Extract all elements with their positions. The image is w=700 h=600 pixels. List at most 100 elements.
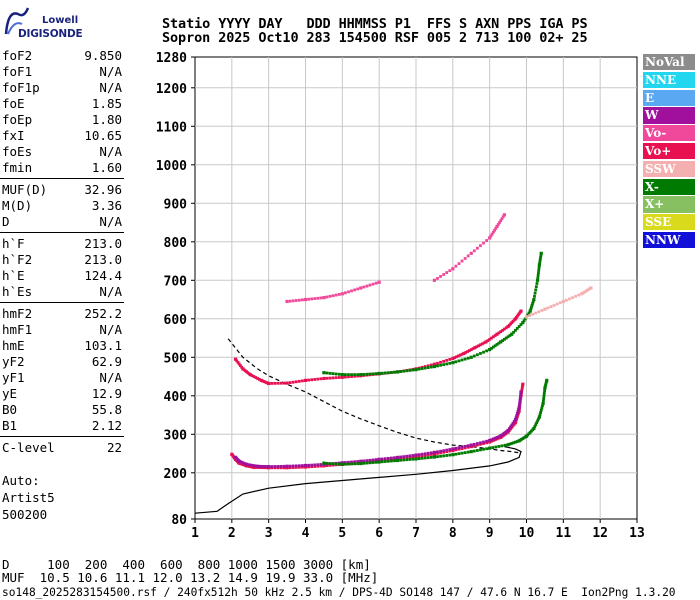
echo-trace	[537, 271, 540, 274]
echo-trace	[307, 463, 310, 467]
echo-trace	[442, 449, 446, 453]
echo-point	[535, 278, 540, 282]
echo-trace	[534, 285, 538, 289]
echo-trace	[347, 375, 350, 379]
x-tick-label: 1	[191, 526, 199, 541]
echo-trace	[495, 437, 499, 441]
echo-trace	[261, 465, 265, 468]
parameter-value: N/A	[99, 80, 122, 95]
echo-trace	[383, 457, 387, 461]
echo-trace	[494, 445, 498, 449]
echo-point	[432, 450, 437, 454]
echo-trace	[390, 456, 393, 460]
echo-point	[303, 463, 308, 468]
echo-point	[248, 373, 252, 377]
echo-point	[340, 375, 344, 379]
echo-trace	[408, 456, 412, 459]
echo-point	[469, 443, 473, 447]
echo-point	[414, 453, 418, 457]
echo-trace	[270, 465, 274, 468]
echo-trace	[448, 358, 452, 361]
echo-point	[484, 340, 488, 344]
echo-trace	[504, 326, 508, 330]
echo-trace	[516, 410, 520, 413]
echo-trace	[518, 403, 521, 407]
echo-trace	[482, 241, 485, 245]
echo-trace	[297, 464, 301, 468]
echo-trace	[497, 341, 501, 345]
echo-trace	[456, 354, 460, 358]
parameter-name: foF1	[2, 64, 33, 79]
echo-trace	[479, 448, 482, 452]
echo-trace	[454, 360, 458, 364]
echo-point	[495, 224, 499, 228]
echo-trace	[294, 299, 298, 302]
echo-trace	[273, 381, 277, 385]
echo-trace	[307, 378, 310, 382]
echo-point	[519, 390, 523, 394]
echo-trace	[307, 297, 310, 301]
echo-trace	[334, 293, 338, 297]
echo-point	[303, 297, 308, 302]
echo-trace	[515, 414, 519, 417]
echo-point	[473, 346, 477, 350]
parameter-row: B1 2.12	[0, 418, 126, 434]
echo-point	[510, 332, 514, 336]
echo-trace	[448, 448, 452, 451]
echo-trace	[331, 376, 335, 380]
echo-trace	[237, 362, 241, 366]
echo-trace	[540, 406, 544, 410]
echo-trace	[380, 457, 384, 461]
echo-point	[285, 381, 289, 385]
echo-trace	[436, 364, 439, 368]
x-tick-label: 13	[629, 526, 645, 541]
echo-trace	[279, 466, 283, 470]
echo-trace	[491, 345, 495, 349]
echo-trace	[386, 459, 390, 463]
echo-point	[499, 340, 503, 344]
echo-trace	[535, 282, 539, 285]
echo-point	[539, 251, 543, 255]
echo-trace	[353, 288, 357, 292]
echo-trace	[383, 460, 387, 463]
echo-trace	[482, 442, 485, 445]
echo-trace	[328, 371, 332, 375]
echo-trace	[475, 449, 479, 452]
echo-trace	[497, 435, 501, 439]
echo-trace	[466, 450, 470, 454]
parameter-name: h`F	[2, 236, 25, 251]
echo-trace	[542, 396, 546, 400]
echo-point	[340, 462, 344, 466]
echo-trace	[337, 372, 341, 376]
logo-text-digisonde: DIGISONDE	[18, 28, 83, 40]
parameter-name: MUF(D)	[2, 182, 48, 197]
echo-trace	[393, 459, 396, 463]
echo-trace	[439, 449, 442, 453]
echo-trace	[458, 353, 462, 357]
echo-trace	[485, 447, 488, 451]
echo-trace	[491, 439, 495, 442]
echo-trace	[518, 395, 522, 399]
echo-trace	[448, 453, 452, 457]
echo-trace	[511, 421, 515, 425]
echo-point	[377, 371, 381, 376]
parameter-value: 213.0	[84, 236, 122, 251]
x-tick-label: 6	[375, 526, 383, 541]
echo-trace	[445, 362, 449, 366]
echo-point	[521, 382, 525, 386]
y-tick-label: 500	[164, 351, 188, 366]
echo-trace	[471, 347, 475, 351]
parameter-value: 124.4	[84, 268, 122, 283]
echo-point	[395, 370, 400, 374]
echo-trace	[457, 359, 461, 363]
echo-trace	[493, 438, 497, 442]
echo-trace	[531, 302, 535, 305]
y-tick-label: 80	[171, 513, 187, 528]
echo-trace	[501, 215, 505, 219]
echo-trace	[399, 457, 403, 460]
echo-trace	[405, 458, 409, 462]
auto-label: Auto:	[2, 473, 40, 488]
echo-trace	[356, 460, 360, 463]
parameter-name: D	[2, 214, 10, 229]
echo-trace	[331, 372, 335, 376]
